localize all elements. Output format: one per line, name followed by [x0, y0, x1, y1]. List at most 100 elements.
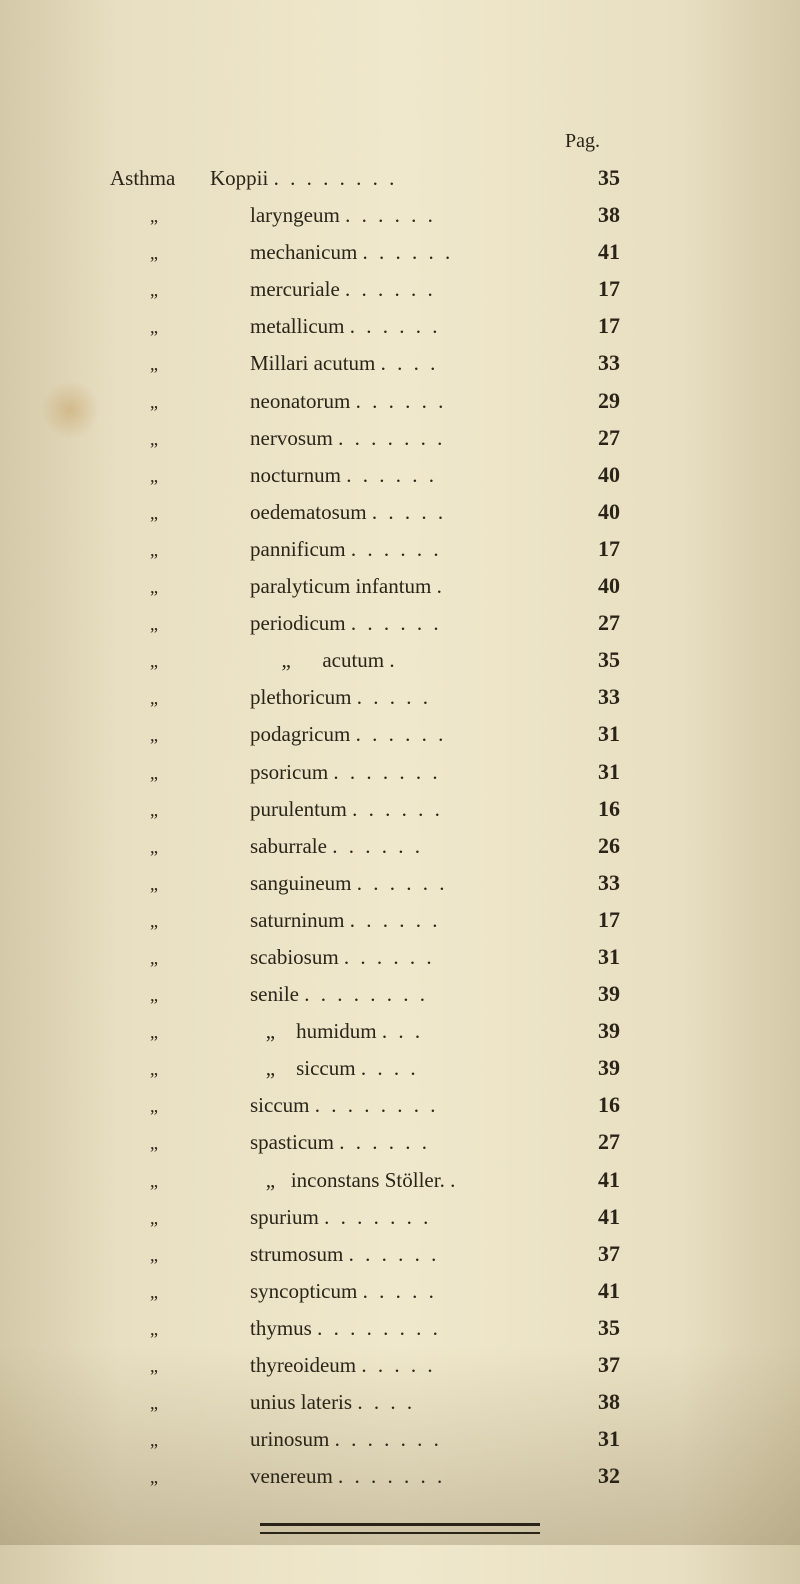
- index-entry: „metallicum . . . . . . 17: [110, 309, 690, 343]
- entry-page-number: 40: [560, 495, 690, 529]
- entry-term: purulentum . . . . . .: [250, 793, 560, 826]
- entry-term: mechanicum . . . . . .: [250, 236, 560, 269]
- index-entry: „Millari acutum . . . . 33: [110, 346, 690, 380]
- entry-term: siccum . . . . . . . .: [250, 1089, 560, 1122]
- index-entry: „unius lateris . . . . 38: [110, 1385, 690, 1419]
- entry-term: laryngeum . . . . . .: [250, 199, 560, 232]
- entry-term: spasticum . . . . . .: [250, 1126, 560, 1159]
- index-entry: AsthmaKoppii . . . . . . . . 35: [110, 161, 690, 195]
- entry-label: „: [110, 1168, 250, 1196]
- entry-term: paralyticum infantum .: [250, 570, 560, 603]
- entry-label: „: [110, 1353, 250, 1381]
- index-entry: „laryngeum . . . . . . 38: [110, 198, 690, 232]
- entry-label: „: [110, 871, 250, 899]
- index-entry: „spasticum . . . . . . 27: [110, 1125, 690, 1159]
- entry-term: saturninum . . . . . .: [250, 904, 560, 937]
- index-entry: „strumosum . . . . . . 37: [110, 1237, 690, 1271]
- entry-term: Koppii . . . . . . . .: [210, 162, 560, 195]
- index-entry: „mechanicum . . . . . . 41: [110, 235, 690, 269]
- entry-page-number: 33: [560, 680, 690, 714]
- index-entry: „sanguineum . . . . . . 33: [110, 866, 690, 900]
- index-entry: „saburrale . . . . . . 26: [110, 829, 690, 863]
- entry-label: „: [110, 1390, 250, 1418]
- index-entry: „thymus . . . . . . . . 35: [110, 1311, 690, 1345]
- entry-term: metallicum . . . . . .: [250, 310, 560, 343]
- entry-label: „: [110, 1056, 250, 1084]
- index-entry: „siccum . . . . . . . . 16: [110, 1088, 690, 1122]
- entry-term: „ inconstans Stöller. .: [250, 1164, 560, 1197]
- index-entries: AsthmaKoppii . . . . . . . . 35„laryngeu…: [110, 161, 690, 1493]
- entry-label: „: [110, 982, 250, 1010]
- entry-label: „: [110, 1464, 250, 1492]
- entry-label: „: [110, 240, 250, 268]
- entry-page-number: 35: [560, 643, 690, 677]
- entry-label: „: [110, 685, 250, 713]
- index-entry: „thyreoideum . . . . . 37: [110, 1348, 690, 1382]
- entry-page-number: 39: [560, 977, 690, 1011]
- index-entry: „ „ acutum . 35: [110, 643, 690, 677]
- index-entry: „pannificum . . . . . . 17: [110, 532, 690, 566]
- index-entry: „scabiosum . . . . . . 31: [110, 940, 690, 974]
- entry-term: periodicum . . . . . .: [250, 607, 560, 640]
- entry-term: pannificum . . . . . .: [250, 533, 560, 566]
- entry-page-number: 38: [560, 198, 690, 232]
- entry-term: scabiosum . . . . . .: [250, 941, 560, 974]
- entry-page-number: 38: [560, 1385, 690, 1419]
- index-entry: „neonatorum . . . . . . 29: [110, 384, 690, 418]
- entry-term: senile . . . . . . . .: [250, 978, 560, 1011]
- entry-page-number: 41: [560, 1200, 690, 1234]
- entry-label: „: [110, 1130, 250, 1158]
- entry-term: „ acutum .: [250, 644, 560, 677]
- entry-page-number: 31: [560, 717, 690, 751]
- entry-term: strumosum . . . . . .: [250, 1238, 560, 1271]
- entry-page-number: 27: [560, 606, 690, 640]
- entry-page-number: 17: [560, 309, 690, 343]
- entry-label: „: [110, 1316, 250, 1344]
- entry-page-number: 39: [560, 1014, 690, 1048]
- entry-label: „: [110, 760, 250, 788]
- index-entry: „psoricum . . . . . . . 31: [110, 755, 690, 789]
- entry-page-number: 27: [560, 1125, 690, 1159]
- index-entry: „syncopticum . . . . . 41: [110, 1274, 690, 1308]
- entry-page-number: 41: [560, 235, 690, 269]
- entry-label: „: [110, 277, 250, 305]
- entry-term: urinosum . . . . . . .: [250, 1423, 560, 1456]
- entry-page-number: 32: [560, 1459, 690, 1493]
- entry-label: „: [110, 1427, 250, 1455]
- entry-term: nocturnum . . . . . .: [250, 459, 560, 492]
- entry-term: unius lateris . . . .: [250, 1386, 560, 1419]
- entry-term: sanguineum . . . . . .: [250, 867, 560, 900]
- entry-term: plethoricum . . . . .: [250, 681, 560, 714]
- entry-label: „: [110, 203, 250, 231]
- entry-page-number: 26: [560, 829, 690, 863]
- entry-label: „: [110, 1279, 250, 1307]
- entry-page-number: 33: [560, 346, 690, 380]
- entry-page-number: 37: [560, 1348, 690, 1382]
- section-divider: [260, 1523, 540, 1534]
- entry-label: „: [110, 351, 250, 379]
- entry-term: thyreoideum . . . . .: [250, 1349, 560, 1382]
- entry-page-number: 41: [560, 1274, 690, 1308]
- index-entry: „ „ inconstans Stöller. . 41: [110, 1163, 690, 1197]
- entry-page-number: 29: [560, 384, 690, 418]
- entry-page-number: 40: [560, 569, 690, 603]
- entry-term: Millari acutum . . . .: [250, 347, 560, 380]
- entry-label: „: [110, 463, 250, 491]
- entry-page-number: 41: [560, 1163, 690, 1197]
- entry-term: psoricum . . . . . . .: [250, 756, 560, 789]
- entry-term: thymus . . . . . . . .: [250, 1312, 560, 1345]
- entry-label: „: [110, 500, 250, 528]
- entry-label: „: [110, 314, 250, 342]
- index-entry: „ „ humidum . . . 39: [110, 1014, 690, 1048]
- entry-page-number: 35: [560, 1311, 690, 1345]
- index-entry: „paralyticum infantum . 40: [110, 569, 690, 603]
- index-entry: „senile . . . . . . . . 39: [110, 977, 690, 1011]
- entry-label: „: [110, 426, 250, 454]
- entry-term: podagricum . . . . . .: [250, 718, 560, 751]
- index-entry: „ „ siccum . . . . 39: [110, 1051, 690, 1085]
- entry-page-number: 17: [560, 903, 690, 937]
- entry-term: neonatorum . . . . . .: [250, 385, 560, 418]
- index-entry: „purulentum . . . . . . 16: [110, 792, 690, 826]
- entry-label: „: [110, 834, 250, 862]
- entry-label: „: [110, 389, 250, 417]
